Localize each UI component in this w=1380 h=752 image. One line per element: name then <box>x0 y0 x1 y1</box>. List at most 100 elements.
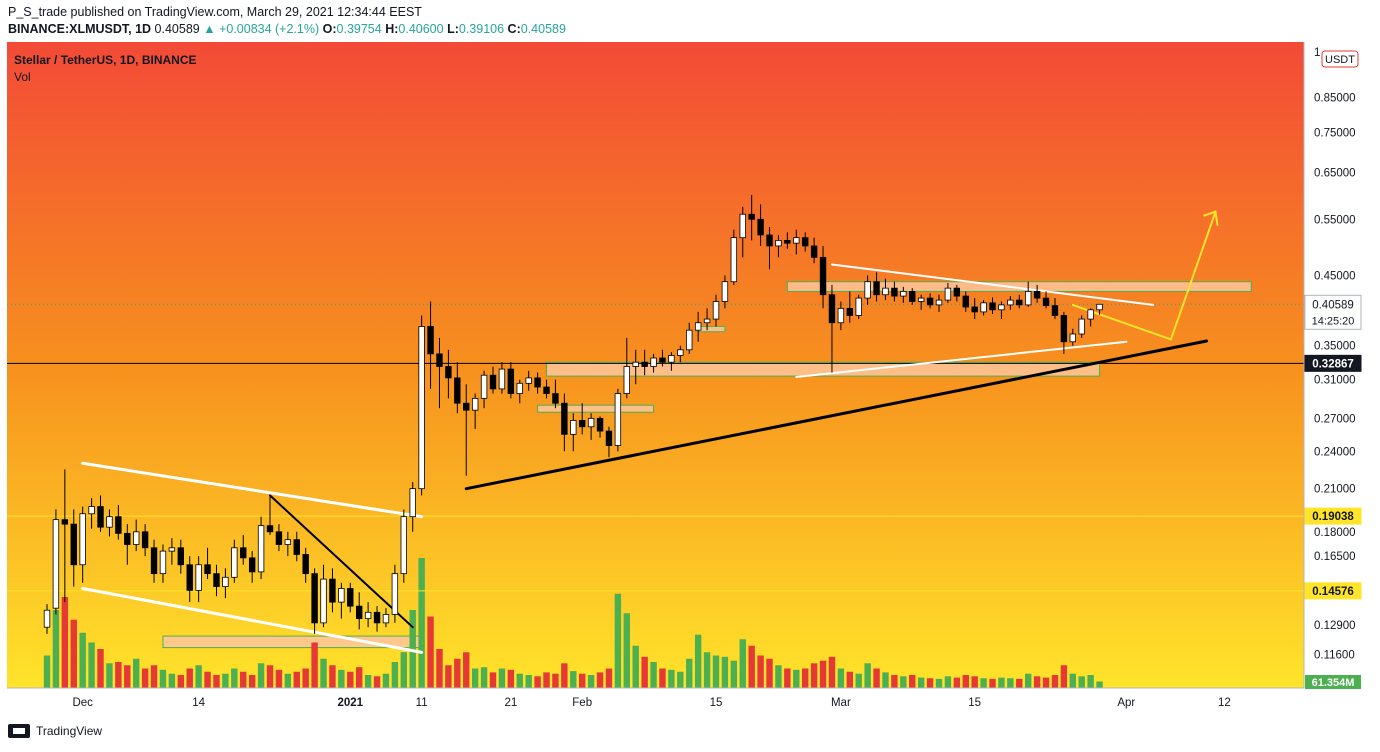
candle-body[interactable] <box>909 291 916 302</box>
candle-body[interactable] <box>944 287 952 301</box>
candle-body[interactable] <box>302 554 309 575</box>
candle-body[interactable] <box>382 613 390 624</box>
candle-body[interactable] <box>266 525 274 533</box>
candle-body[interactable] <box>757 218 764 236</box>
candle-body[interactable] <box>364 611 372 619</box>
candle-body[interactable] <box>463 402 470 411</box>
candle-body[interactable] <box>427 326 434 355</box>
candle-body[interactable] <box>552 393 559 404</box>
candle-body[interactable] <box>784 240 791 244</box>
candle-body[interactable] <box>177 547 184 566</box>
candle-body[interactable] <box>320 578 327 624</box>
candle-body[interactable] <box>418 326 425 490</box>
candle-body[interactable] <box>819 256 827 296</box>
candle-body[interactable] <box>739 213 746 239</box>
candle-body[interactable] <box>561 402 568 435</box>
candle-body[interactable] <box>231 547 238 578</box>
candle-body[interactable] <box>454 377 461 404</box>
price-chart[interactable]: 1 0.85000 0.75000 0.65000 0.55000 0.45000 0.35… <box>0 42 1380 718</box>
candle-body[interactable] <box>409 488 416 518</box>
candle-body[interactable] <box>1007 299 1014 306</box>
chart-area[interactable]: 1 0.85000 0.75000 0.65000 0.55000 0.45000 0.35… <box>0 42 1380 718</box>
candle-body[interactable] <box>917 297 925 302</box>
candle-body[interactable] <box>623 366 630 394</box>
candle-body[interactable] <box>436 353 443 367</box>
candle-body[interactable] <box>275 531 283 545</box>
candle-body[interactable] <box>1096 303 1103 311</box>
zone-4[interactable] <box>697 325 726 333</box>
candle-body[interactable] <box>543 386 550 394</box>
candle-body[interactable] <box>1087 309 1094 320</box>
candle-body[interactable] <box>79 513 86 566</box>
candle-body[interactable] <box>240 547 247 559</box>
candle-body[interactable] <box>730 237 738 283</box>
trend-line-3[interactable] <box>464 339 1209 491</box>
candle-body[interactable] <box>846 307 853 316</box>
candle-body[interactable] <box>195 564 202 591</box>
candle-body[interactable] <box>52 519 60 609</box>
candle-body[interactable] <box>489 374 497 390</box>
trend-line-2[interactable] <box>269 494 414 629</box>
candle-body[interactable] <box>775 240 782 247</box>
candle-body[interactable] <box>115 516 122 534</box>
candle-body[interactable] <box>257 525 265 573</box>
candle-body[interactable] <box>793 237 800 244</box>
candle-body[interactable] <box>712 301 720 320</box>
candle-body[interactable] <box>677 349 684 356</box>
candle-body[interactable] <box>935 299 943 306</box>
candle-body[interactable] <box>810 245 818 258</box>
candle-body[interactable] <box>311 573 318 624</box>
candle-body[interactable] <box>650 357 657 367</box>
candle-body[interactable] <box>721 281 729 302</box>
candle-body[interactable] <box>971 306 978 313</box>
candle-body[interactable] <box>293 539 300 555</box>
candle-body[interactable] <box>248 557 256 573</box>
currency-badge[interactable] <box>1321 50 1359 68</box>
candle-body[interactable] <box>828 294 836 324</box>
candle-body[interactable] <box>873 281 880 296</box>
candle-body[interactable] <box>1051 305 1059 316</box>
trend-line-4[interactable] <box>830 263 1155 306</box>
candle-body[interactable] <box>391 573 399 615</box>
candle-body[interactable] <box>213 573 220 587</box>
candle-body[interactable] <box>525 377 532 384</box>
trend-line-1[interactable] <box>81 586 424 654</box>
candle-body[interactable] <box>168 547 176 552</box>
candle-body[interactable] <box>686 329 693 351</box>
candle-body[interactable] <box>605 430 613 446</box>
candle-body[interactable] <box>222 576 229 587</box>
candle-body[interactable] <box>347 588 354 607</box>
candle-body[interactable] <box>329 578 336 603</box>
candle-body[interactable] <box>124 532 131 545</box>
candle-body[interactable] <box>882 287 889 296</box>
candle-body[interactable] <box>989 302 996 311</box>
candle-body[interactable] <box>373 611 381 624</box>
candle-body[interactable] <box>926 297 934 306</box>
candle-body[interactable] <box>641 361 648 367</box>
candle-body[interactable] <box>132 531 140 545</box>
candle-body[interactable] <box>186 564 193 591</box>
candle-body[interactable] <box>703 318 711 324</box>
candle-body[interactable] <box>632 361 639 367</box>
candle-body[interactable] <box>1033 291 1041 299</box>
candle-body[interactable] <box>43 609 51 628</box>
trend-line-0[interactable] <box>81 461 424 519</box>
candle-body[interactable] <box>106 516 113 528</box>
zone-1[interactable] <box>546 361 1101 377</box>
candle-body[interactable] <box>962 295 969 308</box>
candle-body[interactable] <box>204 564 211 575</box>
candle-body[interactable] <box>694 322 702 331</box>
candle-body[interactable] <box>1025 291 1032 306</box>
candle-body[interactable] <box>97 506 104 528</box>
candle-body[interactable] <box>953 287 961 297</box>
candle-body[interactable] <box>516 382 523 394</box>
candle-body[interactable] <box>900 291 907 297</box>
candle-body[interactable] <box>1069 333 1076 343</box>
candle-body[interactable] <box>614 393 622 446</box>
candle-body[interactable] <box>70 523 77 566</box>
candle-body[interactable] <box>498 368 506 390</box>
candle-body[interactable] <box>88 506 95 515</box>
candle-body[interactable] <box>998 304 1005 311</box>
candle-body[interactable] <box>837 307 845 324</box>
candle-body[interactable] <box>480 374 488 399</box>
